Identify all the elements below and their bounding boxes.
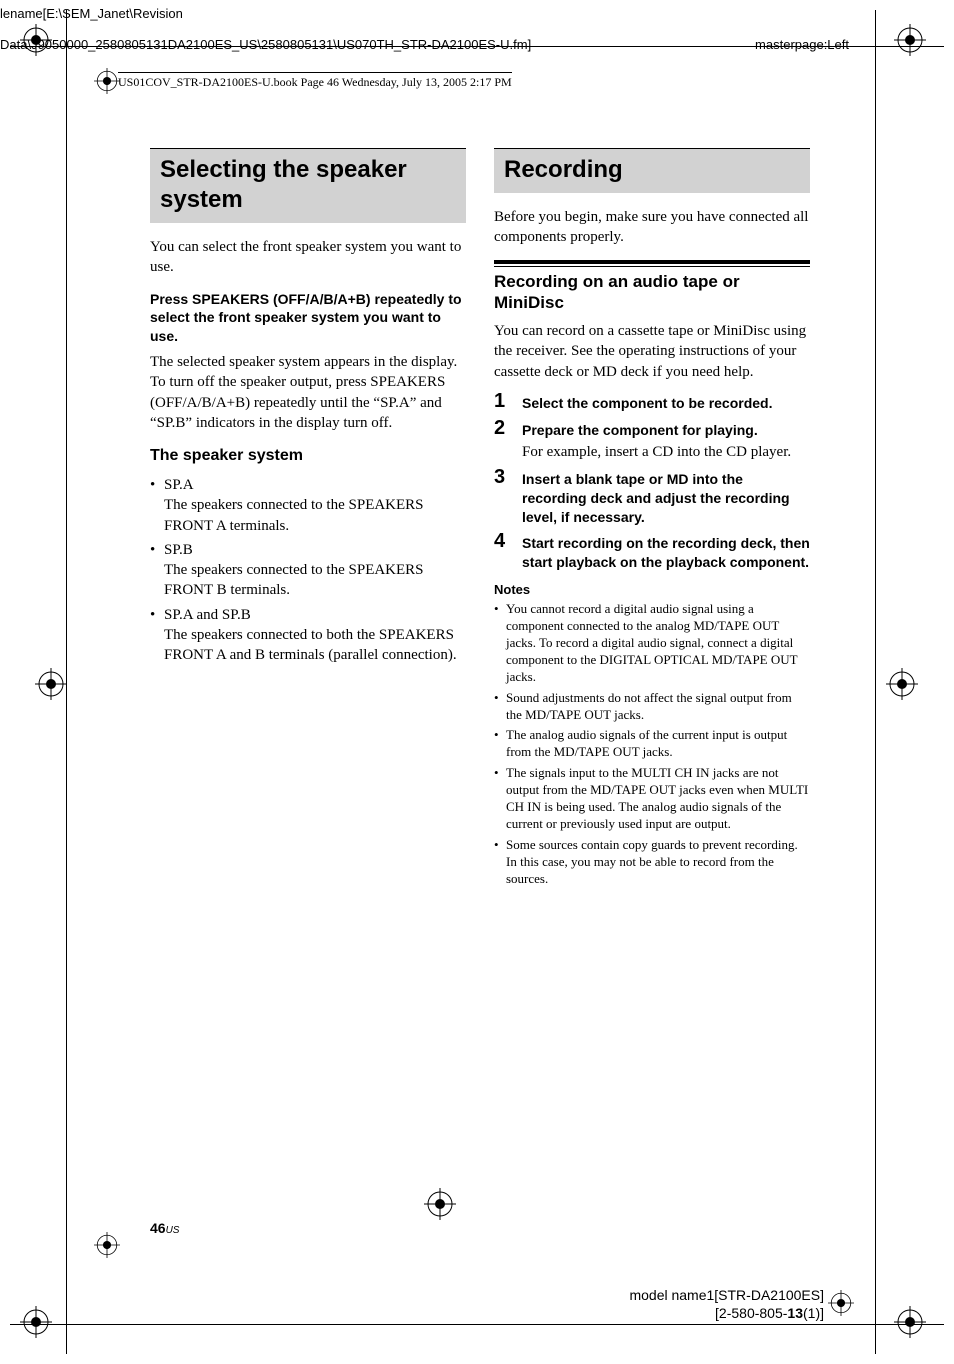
header-filename2: Data\J9050000_2580805131DA2100ES_US\2580… [0,37,531,52]
page-num-suffix: US [166,1225,180,1236]
step-number: 2 [494,417,505,440]
list-item: 4 Start recording on the recording deck,… [494,534,810,572]
list-item: 2 Prepare the component for playing. For… [494,421,810,462]
intro-text: Before you begin, make sure you have con… [494,207,810,248]
step-body: For example, insert a CD into the CD pla… [522,442,810,462]
list-item: 1 Select the component to be recorded. [494,394,810,413]
footer-code-pre: [2-580-805- [715,1305,787,1321]
masterpage-label: masterpage:Left [755,37,849,52]
page-number: 46US [150,1220,179,1236]
left-column: Selecting the speaker system You can sel… [150,148,466,891]
footer-model: model name1[STR-DA2100ES] [629,1286,824,1304]
registration-mark-icon [94,1232,120,1258]
bullet-body: The speakers connected to both the SPEAK… [164,625,466,666]
registration-mark-icon [828,1290,854,1316]
bullet-head: SP.A [164,477,194,493]
sub-intro: You can record on a cassette tape or Min… [494,321,810,382]
press-instruction: Press SPEAKERS (OFF/A/B/A+B) repeatedly … [150,290,466,347]
footer-code: [2-580-805-13(1)] [629,1304,824,1322]
step-number: 4 [494,530,505,553]
footer: model name1[STR-DA2100ES] [2-580-805-13(… [629,1286,824,1322]
registration-mark-icon [894,24,926,56]
bullet-body: The speakers connected to the SPEAKERS F… [164,560,466,601]
registration-mark-icon [894,1306,926,1338]
registration-mark-icon [20,1306,52,1338]
list-item: SP.A The speakers connected to the SPEAK… [150,475,466,536]
speaker-bullets: SP.A The speakers connected to the SPEAK… [150,475,466,665]
divider [494,260,810,267]
step-bold: Prepare the component for playing. [522,421,810,440]
footer-code-post: (1)] [803,1305,824,1321]
footer-code-bold: 13 [787,1305,803,1321]
list-item: Some sources contain copy guards to prev… [494,837,810,888]
bullet-body: The speakers connected to the SPEAKERS F… [164,495,466,536]
page-content: Selecting the speaker system You can sel… [150,148,810,891]
right-column: Recording Before you begin, make sure yo… [494,148,810,891]
step-bold: Start recording on the recording deck, t… [522,534,810,572]
list-item: Sound adjustments do not affect the sign… [494,690,810,724]
book-line: US01COV_STR-DA2100ES-U.book Page 46 Wedn… [118,72,512,90]
crop-rule [875,10,876,1354]
list-item: 3 Insert a blank tape or MD into the rec… [494,470,810,527]
list-item: SP.A and SP.B The speakers connected to … [150,605,466,666]
list-item: SP.B The speakers connected to the SPEAK… [150,540,466,601]
notes-head: Notes [494,582,810,597]
list-item: The analog audio signals of the current … [494,727,810,761]
step-bold: Insert a blank tape or MD into the recor… [522,470,810,527]
registration-mark-icon [94,68,120,94]
crop-rule [10,1324,944,1325]
registration-mark-icon [20,24,52,56]
press-body: The selected speaker system appears in t… [150,352,466,433]
section-title: Recording [494,148,810,193]
step-number: 3 [494,466,505,489]
notes-list: You cannot record a digital audio signal… [494,601,810,887]
section-title: Selecting the speaker system [150,148,466,223]
list-item: You cannot record a digital audio signal… [494,601,810,685]
subhead: Recording on an audio tape or MiniDisc [494,271,810,314]
registration-mark-icon [886,668,918,700]
bullet-head: SP.B [164,542,193,558]
intro-text: You can select the front speaker system … [150,237,466,278]
step-number: 1 [494,390,505,413]
registration-mark-icon [424,1188,456,1220]
registration-mark-icon [35,668,67,700]
bullet-head: SP.A and SP.B [164,607,251,623]
subhead: The speaker system [150,447,466,465]
step-bold: Select the component to be recorded. [522,394,810,413]
steps-list: 1 Select the component to be recorded. 2… [494,394,810,572]
header-filename: lename[E:\SEM_Janet\Revision [0,6,183,21]
list-item: The signals input to the MULTI CH IN jac… [494,765,810,833]
page-num-value: 46 [150,1220,166,1236]
